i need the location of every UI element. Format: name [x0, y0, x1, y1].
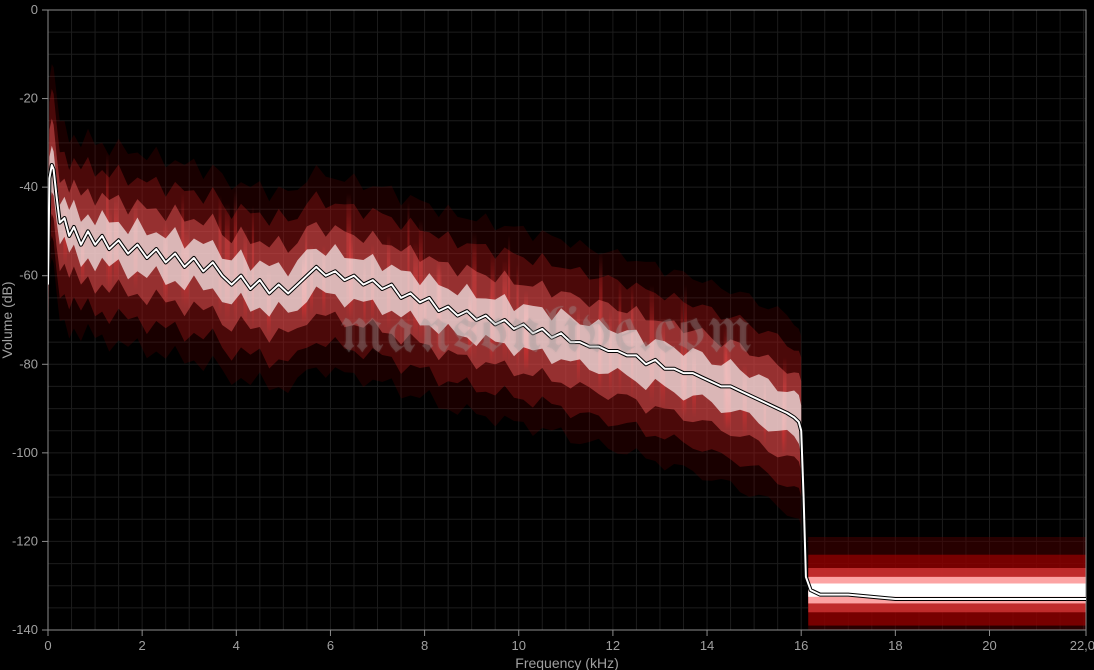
svg-text:-60: -60: [19, 268, 38, 283]
svg-text:10: 10: [512, 638, 526, 653]
svg-text:16: 16: [794, 638, 808, 653]
svg-text:-140: -140: [12, 622, 38, 637]
svg-text:2: 2: [139, 638, 146, 653]
svg-text:18: 18: [888, 638, 902, 653]
svg-text:0: 0: [31, 2, 38, 17]
svg-text:Frequency (kHz): Frequency (kHz): [515, 655, 618, 670]
svg-text:-20: -20: [19, 91, 38, 106]
svg-text:22,05: 22,05: [1070, 638, 1094, 653]
svg-text:6: 6: [327, 638, 334, 653]
svg-text:4: 4: [233, 638, 240, 653]
spectrum-chart: 0 2 4 6 8 10 12 14 16 18 20 22,05 0 -20 -40 -60 -80 -100 -…: [0, 0, 1094, 670]
svg-text:-120: -120: [12, 533, 38, 548]
svg-text:-100: -100: [12, 445, 38, 460]
svg-text:14: 14: [700, 638, 714, 653]
svg-text:-80: -80: [19, 356, 38, 371]
svg-text:-40: -40: [19, 179, 38, 194]
svg-text:20: 20: [982, 638, 996, 653]
svg-text:12: 12: [606, 638, 620, 653]
svg-text:Volume (dB): Volume (dB): [0, 281, 15, 358]
spectrum-chart-frame: 0 2 4 6 8 10 12 14 16 18 20 22,05 0 -20 -40 -60 -80 -100 -…: [0, 0, 1094, 670]
svg-text:0: 0: [44, 638, 51, 653]
svg-text:8: 8: [421, 638, 428, 653]
